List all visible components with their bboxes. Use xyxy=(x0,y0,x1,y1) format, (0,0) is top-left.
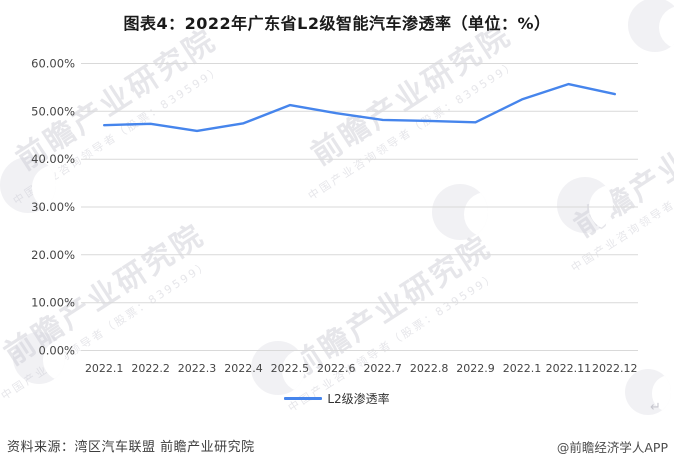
legend: L2级渗透率 xyxy=(0,390,674,406)
y-tick-label: 0.00% xyxy=(38,344,75,358)
y-tick-label: 20.00% xyxy=(31,248,75,262)
penetration-line xyxy=(102,82,616,133)
x-tick-label: 2022.5 xyxy=(271,362,310,375)
x-tick-label: 2022.1 xyxy=(85,362,124,375)
x-tick-label: 2022.9 xyxy=(456,362,495,375)
y-tick-label: 30.00% xyxy=(31,200,75,214)
x-tick-label: 2022.11 xyxy=(546,362,592,375)
y-tick-label: 50.00% xyxy=(31,104,75,118)
x-tick-label: 2022.7 xyxy=(363,362,402,375)
return-arrow-icon: ↵ xyxy=(650,400,661,415)
y-tick-label: 60.00% xyxy=(31,57,75,71)
y-tick-label: 40.00% xyxy=(31,152,75,166)
y-tick-label: 10.00% xyxy=(31,296,75,310)
x-tick-label: 2022.12 xyxy=(592,362,638,375)
x-tick-label: 2022.1 xyxy=(503,362,542,375)
chart-title: 图表4：2022年广东省L2级智能汽车渗透率（单位：%） xyxy=(123,14,551,33)
source-note: 资料来源：湾区汽车联盟 前瞻产业研究院 xyxy=(7,440,255,455)
legend-label: L2级渗透率 xyxy=(327,391,390,406)
x-tick-label: 2022.4 xyxy=(224,362,263,375)
x-tick-label: 2022.6 xyxy=(317,362,356,375)
x-tick-label: 2022.3 xyxy=(178,362,217,375)
legend-line-swatch xyxy=(284,396,323,400)
x-tick-label: 2022.8 xyxy=(410,362,449,375)
credit-note: @前瞻经济学人APP xyxy=(556,440,668,455)
x-tick-label: 2022.2 xyxy=(131,362,170,375)
